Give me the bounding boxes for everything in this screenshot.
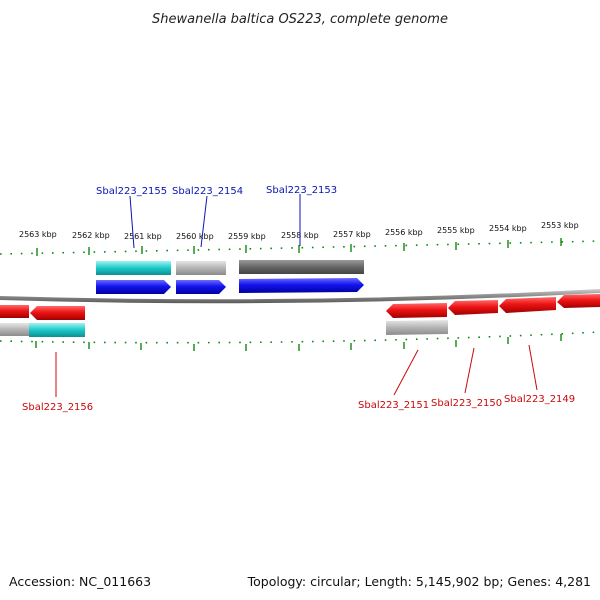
feature-cyan-forward xyxy=(96,261,171,275)
reverse-cds-track xyxy=(0,294,600,320)
gene-arrow-sbal223-2153 xyxy=(239,278,364,293)
gene-arrow-sbal223-2151 xyxy=(386,303,447,318)
reverse-gene-labels: Sbal223_2156 Sbal223_2151 Sbal223_2150 S… xyxy=(22,344,575,413)
leader-line xyxy=(393,349,419,396)
gene-arrow-sbal223-2156 xyxy=(30,306,85,320)
forward-gene-labels: Sbal223_2155 Sbal223_2154 Sbal223_2153 xyxy=(96,185,337,249)
gene-label-sbal223-2154[interactable]: Sbal223_2154 xyxy=(172,186,243,197)
forward-cds-track xyxy=(96,278,364,294)
scale-label: 2563 kbp xyxy=(19,230,57,239)
gene-label-sbal223-2155[interactable]: Sbal223_2155 xyxy=(96,186,167,197)
gene-arrow-left-partial xyxy=(0,305,29,318)
scale-label: 2554 kbp xyxy=(489,224,527,233)
leader-line xyxy=(129,195,135,249)
forward-color-track xyxy=(96,260,364,275)
inner-tick-track xyxy=(0,331,600,351)
gene-label-sbal223-2156[interactable]: Sbal223_2156 xyxy=(22,402,93,413)
gene-arrow-sbal223-2149 xyxy=(499,297,556,313)
scale-label: 2556 kbp xyxy=(385,228,423,237)
gene-label-sbal223-2153[interactable]: Sbal223_2153 xyxy=(266,185,337,196)
scale-label: 2560 kbp xyxy=(176,232,214,241)
gene-arrow-sbal223-2150 xyxy=(448,300,498,315)
accession-text: Accession: NC_011663 xyxy=(9,574,152,589)
feature-lightgray-reverse xyxy=(386,320,448,335)
gene-arrow-sbal223-2155 xyxy=(96,280,171,294)
feature-lightgray-forward xyxy=(176,261,226,275)
outer-tick-track xyxy=(0,240,600,255)
scale-label: 2559 kbp xyxy=(228,232,266,241)
feature-cyan-reverse xyxy=(29,323,85,337)
scale-ticks: 2563 kbp 2562 kbp 2561 kbp 2560 kbp 2559… xyxy=(19,221,579,256)
gene-label-sbal223-2150[interactable]: Sbal223_2150 xyxy=(431,398,502,409)
genome-backbone xyxy=(0,289,600,304)
scale-label: 2553 kbp xyxy=(541,221,579,230)
scale-label: 2562 kbp xyxy=(72,231,110,240)
topology-text: Topology: circular; Length: 5,145,902 bp… xyxy=(247,574,591,589)
reverse-color-track xyxy=(0,320,448,337)
leader-line xyxy=(200,195,208,248)
leader-line xyxy=(464,347,475,394)
scale-label: 2557 kbp xyxy=(333,230,371,239)
leader-line xyxy=(528,344,538,391)
gene-arrow-right-partial xyxy=(557,294,600,308)
map-title: Shewanella baltica OS223, complete genom… xyxy=(152,12,448,27)
scale-label: 2561 kbp xyxy=(124,232,162,241)
feature-lightgray-left xyxy=(0,323,29,336)
gene-arrow-sbal223-2154 xyxy=(176,280,226,294)
gene-label-sbal223-2149[interactable]: Sbal223_2149 xyxy=(504,394,575,405)
scale-label: 2555 kbp xyxy=(437,226,475,235)
feature-darkgray-forward xyxy=(239,260,364,274)
gene-label-sbal223-2151[interactable]: Sbal223_2151 xyxy=(358,400,429,411)
